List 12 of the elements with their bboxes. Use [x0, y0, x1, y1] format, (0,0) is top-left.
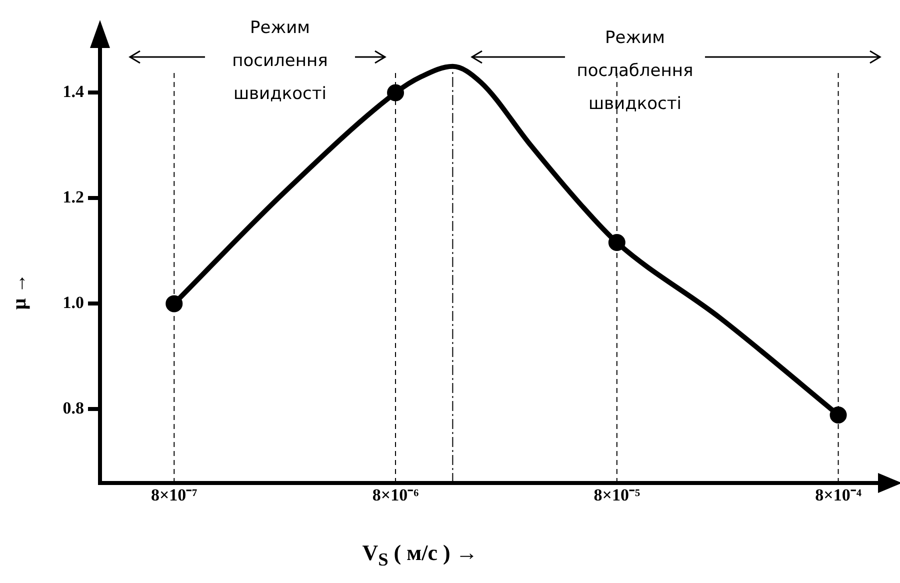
x-tick-label: 8×10⁻⁷ [150, 486, 198, 505]
y-tick-label: 1.4 [62, 82, 84, 102]
x-axis-title: V$_{S}$ ( м/с ) → [361, 540, 479, 570]
x-tick-label: 8×10⁻⁴ [815, 486, 862, 505]
annotation: Режим послаблення швидкості [576, 27, 694, 116]
y-tick-label: 0.8 [62, 398, 84, 418]
annotation: Режим посилення швидкості [231, 17, 329, 106]
y-tick-label: 1.2 [62, 188, 84, 207]
x-tick-label: 8×10⁻⁵ [594, 486, 640, 505]
y-tick-label: 1.0 [62, 293, 84, 312]
y-axis-title: μ → [8, 272, 32, 312]
x-tick-label: 8×10⁻⁶ [372, 486, 419, 505]
